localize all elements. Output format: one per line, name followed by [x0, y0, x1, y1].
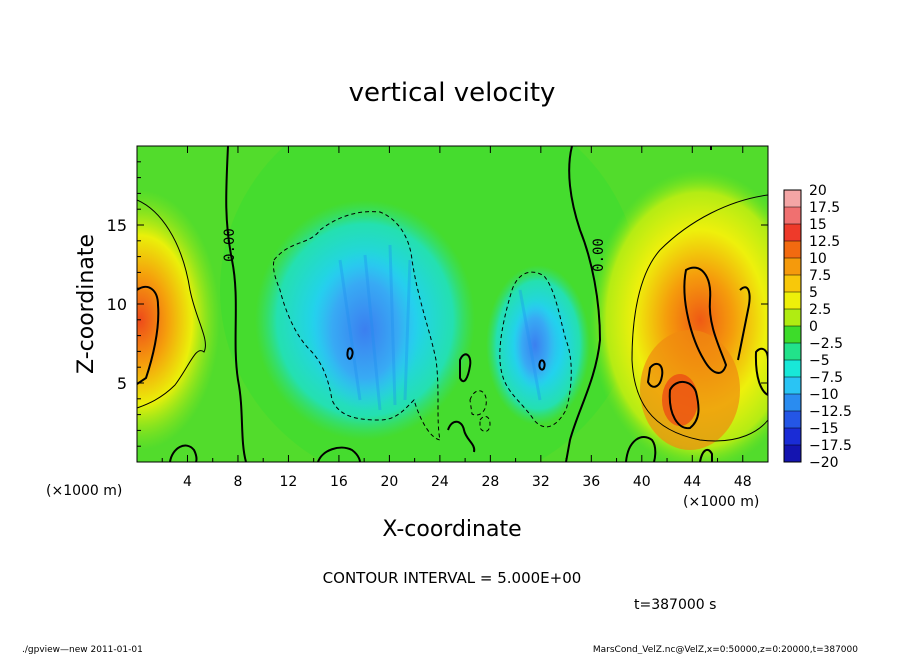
x-tick-label: 8: [233, 474, 242, 490]
chart-title: vertical velocity: [349, 78, 556, 108]
x-unit-left: (×1000 m): [46, 483, 122, 499]
colorbar-swatch: [784, 428, 801, 446]
colorbar-swatch: [784, 360, 801, 378]
x-tick-label: 36: [582, 474, 600, 490]
x-tick-label: 28: [481, 474, 499, 490]
footer-right: MarsCond_VelZ.nc@VelZ,x=0:50000,z=0:2000…: [593, 645, 858, 654]
colorbar-label: −12.5: [809, 404, 852, 420]
colorbar-label: 15: [809, 217, 827, 233]
footer-left: ./gpview—new 2011-01-01: [22, 645, 143, 654]
colorbar-swatch: [784, 258, 801, 276]
colorbar-label: 17.5: [809, 200, 840, 216]
colorbar-label: −17.5: [809, 438, 852, 454]
colorbar-label: 0: [809, 319, 818, 335]
x-tick-label: 16: [330, 474, 348, 490]
colorbar-swatch: [784, 190, 801, 208]
colorbar-label: −20: [809, 455, 839, 471]
colorbar-swatch: [784, 207, 801, 225]
colorbar-swatch: [784, 411, 801, 429]
colorbar-label: −5: [809, 353, 830, 369]
x-tick-label: 24: [431, 474, 449, 490]
colorbar-label: 5: [809, 285, 818, 301]
colorbar-swatch: [784, 377, 801, 395]
colorbar-label: 10: [809, 251, 827, 267]
colorbar-swatch: [784, 445, 801, 463]
y-axis: 5 10 15: [107, 161, 768, 447]
colorbar: 2017.51512.5107.552.50−2.5−5−7.5−10−12.5…: [783, 183, 852, 471]
y-axis-label: Z-coordinate: [74, 234, 99, 374]
heatmap-field: [137, 146, 768, 462]
colorbar-label: −10: [809, 387, 839, 403]
x-unit-right: (×1000 m): [683, 494, 759, 510]
colorbar-swatch: [784, 292, 801, 310]
colorbar-label: 7.5: [809, 268, 831, 284]
colorbar-label: 12.5: [809, 234, 840, 250]
colorbar-label: 20: [809, 183, 827, 199]
colorbar-swatch: [784, 224, 801, 242]
x-tick-label: 40: [633, 474, 651, 490]
y-tick-label: 15: [107, 216, 127, 235]
x-tick-label: 12: [280, 474, 298, 490]
x-axis: 4 8 12 16 20 24 28 32 36 40 44 48: [161, 146, 752, 490]
x-axis-label: X-coordinate: [382, 517, 521, 542]
colorbar-swatch: [784, 241, 801, 259]
contour-label-left: 0.00: [222, 228, 238, 262]
x-tick-label: 44: [683, 474, 701, 490]
colorbar-label: −7.5: [809, 370, 843, 386]
y-tick-label: 5: [117, 374, 127, 393]
x-tick-label: 48: [734, 474, 752, 490]
colorbar-label: −15: [809, 421, 839, 437]
colorbar-label: 2.5: [809, 302, 831, 318]
colorbar-swatch: [784, 394, 801, 412]
colorbar-label: −2.5: [809, 336, 843, 352]
colorbar-swatch: [784, 343, 801, 361]
x-tick-label: 32: [532, 474, 550, 490]
x-tick-label: 20: [380, 474, 398, 490]
colorbar-swatch: [784, 275, 801, 293]
contour-label-right: 0.00: [591, 238, 607, 272]
colorbar-swatch: [784, 326, 801, 344]
x-tick-label: 4: [183, 474, 192, 490]
contour-interval-text: CONTOUR INTERVAL = 5.000E+00: [323, 569, 582, 587]
contour-lines: [137, 146, 768, 462]
colorbar-swatch: [784, 309, 801, 327]
time-text: t=387000 s: [634, 597, 716, 613]
y-tick-label: 10: [107, 295, 127, 314]
